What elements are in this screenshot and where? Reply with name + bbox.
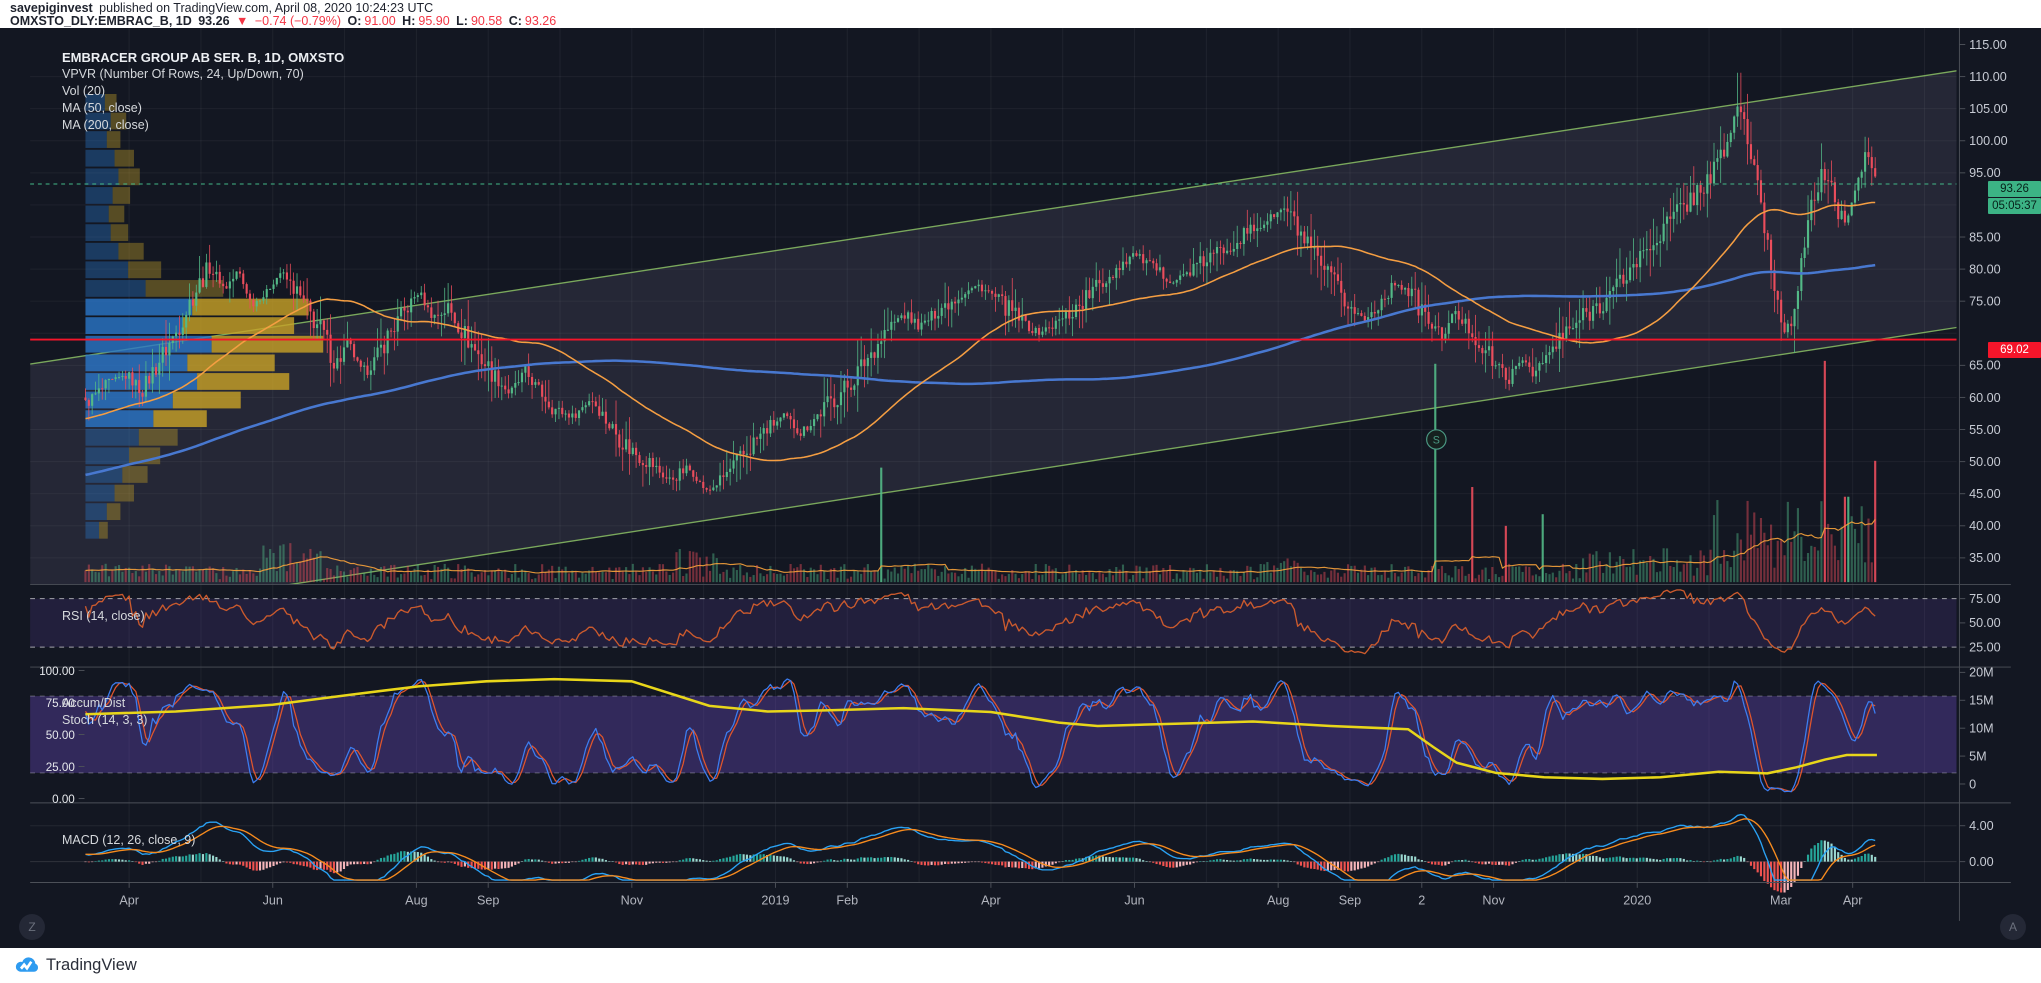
price-change: −0.74 (−0.79%) xyxy=(254,14,342,28)
svg-text:Sep: Sep xyxy=(1339,893,1361,907)
trend-channel[interactable] xyxy=(30,70,1957,625)
symbol-name: OMXSTO_DLY:EMBRAC_B, 1D xyxy=(10,14,192,28)
svg-text:Sep: Sep xyxy=(477,893,499,907)
split-marker[interactable]: S xyxy=(1426,429,1447,450)
bar-countdown-label: 05:05:37 xyxy=(1988,198,2041,214)
svg-text:2020: 2020 xyxy=(1623,893,1651,907)
svg-text:75.00: 75.00 xyxy=(1969,592,2001,606)
svg-text:85.00: 85.00 xyxy=(1969,230,2001,244)
svg-text:0.00: 0.00 xyxy=(52,793,75,806)
svg-text:50.00: 50.00 xyxy=(1969,616,2001,630)
svg-text:25.00: 25.00 xyxy=(1969,641,2001,655)
svg-text:75.00: 75.00 xyxy=(46,697,76,710)
svg-text:105.00: 105.00 xyxy=(1969,102,2008,116)
volume-bars xyxy=(84,360,1877,583)
macd-pane xyxy=(84,813,1877,893)
svg-text:50.00: 50.00 xyxy=(1969,455,2001,469)
high-value: 95.90 xyxy=(418,14,450,28)
svg-text:10M: 10M xyxy=(1969,722,1994,736)
time-axis[interactable]: Apr Jun Aug Sep Nov 2019 Feb Apr Jun Aug Sep 2 Nov 20… xyxy=(119,882,1863,907)
svg-text:60.00: 60.00 xyxy=(1969,391,2001,405)
low-value: 90.58 xyxy=(470,14,503,28)
high-label: H: xyxy=(402,14,416,28)
current-price-label: 93.26 xyxy=(1988,181,2041,197)
svg-text:2019: 2019 xyxy=(761,893,789,907)
rsi-pane xyxy=(30,589,1957,655)
stoch-pane xyxy=(30,677,1957,793)
volume-profile xyxy=(85,93,324,539)
candles xyxy=(84,72,1877,495)
publisher-name: savepiginvest xyxy=(10,1,93,15)
svg-text:40.00: 40.00 xyxy=(1969,519,2001,533)
publish-header: savepiginvest published on TradingView.c… xyxy=(0,0,2041,28)
chart-canvas[interactable]: S 115.00 110.00 105.00 100.00 95.00 85.00 80.00… xyxy=(0,28,2041,948)
svg-text:2: 2 xyxy=(1418,893,1425,907)
svg-text:Jun: Jun xyxy=(263,893,283,907)
tradingview-logo-icon[interactable] xyxy=(14,953,39,983)
footer-bar: TradingView xyxy=(0,948,2041,983)
auto-scale-button[interactable]: A xyxy=(2000,914,2026,940)
publish-line: savepiginvest published on TradingView.c… xyxy=(10,1,436,15)
svg-text:100.00: 100.00 xyxy=(1969,134,2008,148)
svg-text:25.00: 25.00 xyxy=(46,761,76,774)
svg-text:95.00: 95.00 xyxy=(1969,166,2001,180)
timezone-button[interactable]: Z xyxy=(19,914,45,940)
close-value: 93.26 xyxy=(524,14,557,28)
svg-text:Nov: Nov xyxy=(621,893,644,907)
svg-text:0: 0 xyxy=(1969,777,1976,791)
grid xyxy=(30,28,1957,883)
svg-text:15M: 15M xyxy=(1969,694,1994,708)
svg-text:75.00: 75.00 xyxy=(1969,295,2001,309)
svg-text:Apr: Apr xyxy=(119,893,139,907)
svg-text:0.00: 0.00 xyxy=(1969,855,1994,869)
svg-text:50.00: 50.00 xyxy=(46,729,76,742)
svg-text:Feb: Feb xyxy=(836,893,858,907)
svg-text:Jun: Jun xyxy=(1124,893,1144,907)
svg-text:Apr: Apr xyxy=(1843,893,1863,907)
svg-text:100.00: 100.00 xyxy=(39,665,75,678)
close-label: C: xyxy=(508,14,522,28)
svg-text:Aug: Aug xyxy=(405,893,427,907)
svg-text:S: S xyxy=(1433,434,1440,446)
svg-text:20M: 20M xyxy=(1969,666,1994,680)
svg-text:110.00: 110.00 xyxy=(1969,70,2007,84)
svg-text:35.00: 35.00 xyxy=(1969,551,2001,565)
stoch-left-axis[interactable]: 100.00 75.00 50.00 25.00 0.00 xyxy=(39,665,85,806)
open-label: O: xyxy=(347,14,362,28)
svg-text:Mar: Mar xyxy=(1770,893,1792,907)
svg-text:Nov: Nov xyxy=(1482,893,1505,907)
svg-text:65.00: 65.00 xyxy=(1969,359,2001,373)
down-arrow-icon: ▼ xyxy=(236,14,249,28)
svg-text:Apr: Apr xyxy=(981,893,1001,907)
svg-text:55.00: 55.00 xyxy=(1969,423,2001,437)
svg-text:5M: 5M xyxy=(1969,750,1987,764)
open-value: 91.00 xyxy=(364,14,396,28)
price-axis[interactable]: 115.00 110.00 105.00 100.00 95.00 85.00 80.00 7… xyxy=(1959,38,2008,869)
ma200-line[interactable] xyxy=(85,263,1876,477)
svg-text:4.00: 4.00 xyxy=(1969,819,1994,833)
svg-text:45.00: 45.00 xyxy=(1969,487,2001,501)
last-price: 93.26 xyxy=(198,14,230,28)
symbol-line: OMXSTO_DLY:EMBRAC_B, 1D 93.26 ▼ −0.74 (−… xyxy=(10,14,559,28)
svg-text:Aug: Aug xyxy=(1267,893,1289,907)
pane-dividers[interactable] xyxy=(30,28,2011,921)
tradingview-brand-text[interactable]: TradingView xyxy=(46,956,137,974)
publish-info: published on TradingView.com, April 08, … xyxy=(95,1,434,15)
svg-text:80.00: 80.00 xyxy=(1969,262,2001,276)
svg-text:115.00: 115.00 xyxy=(1969,38,2007,52)
low-label: L: xyxy=(456,14,468,28)
alert-price-label: 69.02 xyxy=(1988,342,2041,358)
